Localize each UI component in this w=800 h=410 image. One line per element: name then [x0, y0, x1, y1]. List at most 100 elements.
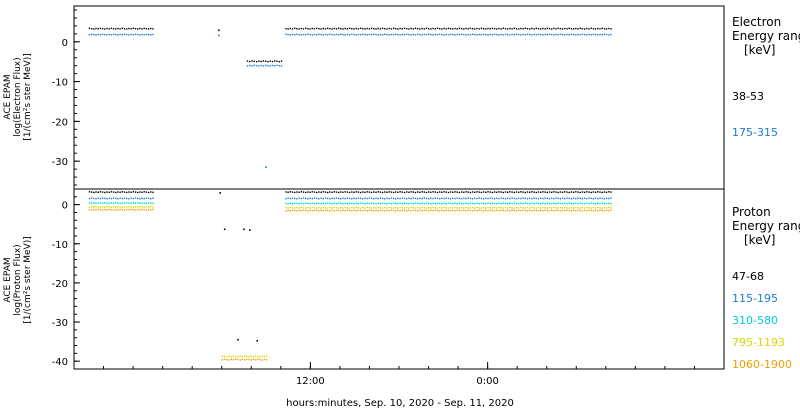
data-point [548, 191, 551, 193]
data-point [537, 28, 540, 30]
data-point [289, 210, 291, 212]
data-point [266, 355, 268, 357]
data-point [298, 203, 300, 205]
data-point [333, 210, 335, 212]
data-point [399, 197, 401, 200]
proton-plot-frame [73, 188, 725, 370]
data-point [276, 60, 278, 62]
data-point [423, 28, 425, 30]
data-point [307, 206, 309, 209]
data-point [408, 207, 410, 209]
data-point [557, 202, 559, 204]
data-point [346, 203, 349, 205]
data-point [476, 191, 478, 193]
data-point [529, 203, 531, 205]
data-point [128, 27, 130, 30]
data-point [318, 33, 320, 35]
data-point [348, 27, 351, 29]
data-point [546, 209, 548, 212]
data-point [465, 27, 467, 30]
data-point [425, 209, 428, 212]
data-point [592, 28, 595, 30]
ytick-label: -30 [52, 157, 68, 168]
data-point [410, 202, 412, 204]
data-point [469, 191, 472, 194]
data-point [390, 209, 393, 211]
data-point [520, 197, 522, 200]
data-point [557, 197, 559, 200]
data-point [485, 203, 487, 205]
data-point [119, 191, 121, 193]
data-point [570, 28, 573, 30]
data-point [445, 28, 447, 30]
data-point [482, 210, 485, 212]
data-point [507, 191, 509, 193]
data-point [353, 28, 355, 30]
data-point [302, 209, 305, 211]
data-point [255, 355, 257, 357]
data-point [524, 207, 526, 209]
data-point [302, 28, 305, 30]
data-point [329, 191, 331, 193]
data-point [401, 191, 403, 193]
data-point [568, 207, 570, 209]
data-point [478, 207, 480, 209]
data-point [305, 191, 307, 194]
data-point [130, 202, 132, 205]
data-point [520, 206, 522, 209]
data-point [603, 210, 606, 212]
data-point [452, 209, 454, 211]
data-point [553, 34, 555, 36]
data-point [152, 33, 154, 36]
data-point [285, 210, 287, 212]
data-point [397, 207, 399, 209]
data-point [546, 207, 548, 209]
data-point [143, 202, 145, 204]
data-point [348, 197, 351, 200]
data-point [355, 206, 357, 209]
data-point [91, 209, 93, 211]
data-point [594, 28, 597, 30]
data-point [344, 191, 346, 193]
data-point [590, 197, 592, 200]
data-point [351, 33, 353, 35]
data-point [425, 197, 428, 200]
data-point [143, 197, 145, 200]
data-point [456, 28, 458, 30]
data-point [335, 191, 338, 193]
data-point [568, 27, 570, 29]
data-point [115, 28, 117, 30]
data-point [423, 209, 425, 211]
data-point [570, 198, 573, 200]
data-point [597, 197, 599, 200]
data-point [507, 197, 509, 199]
data-point [379, 209, 382, 211]
data-point [298, 209, 300, 211]
data-point [430, 203, 432, 205]
data-point [428, 206, 430, 209]
data-point [579, 202, 581, 204]
data-point [88, 27, 91, 29]
data-point [110, 191, 113, 193]
data-point [474, 197, 476, 199]
data-point [476, 206, 478, 209]
data-point [456, 209, 458, 211]
data-point [399, 206, 401, 209]
data-point [425, 34, 428, 36]
data-point [572, 191, 575, 193]
data-point [594, 207, 597, 209]
data-point [443, 191, 445, 193]
data-point [511, 209, 513, 211]
data-point [359, 34, 362, 36]
data-point [454, 202, 456, 204]
data-point [370, 209, 373, 212]
data-point [395, 202, 397, 205]
data-point [601, 207, 603, 209]
data-point [458, 34, 461, 36]
data-point [443, 197, 445, 200]
data-point [97, 208, 99, 211]
data-point [575, 197, 577, 200]
data-point [586, 210, 588, 212]
data-point [143, 191, 145, 193]
series-310-580 [88, 202, 612, 205]
